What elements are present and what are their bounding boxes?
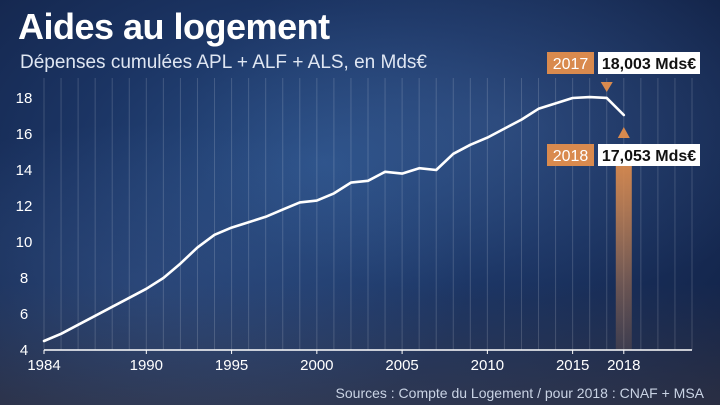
y-tick-label: 12 [16, 198, 33, 215]
highlight-bar [615, 165, 632, 350]
axes: 4 6 8 10 12 14 16 18 1984 1990 1995 2000 2005 2010 201… [16, 90, 692, 374]
callout-year-label: 2017 [553, 56, 589, 73]
callouts: 2017 18,003 Mds€ 2018 17,053 Mds€ [547, 52, 700, 166]
series-layer [42, 95, 626, 343]
callout-year-bg [547, 144, 594, 166]
callout-2017: 2017 18,003 Mds€ [547, 52, 700, 92]
y-tick-label: 4 [20, 342, 28, 359]
series-line [42, 95, 626, 343]
callout-value-bg [598, 144, 700, 166]
x-tick-label: 1990 [130, 357, 163, 374]
x-tick-label: 2015 [556, 357, 589, 374]
chart-title: Aides au logement [18, 6, 330, 47]
callout-2018: 2018 17,053 Mds€ [547, 127, 700, 166]
x-tick-label: 1995 [215, 357, 248, 374]
chart-subtitle: Dépenses cumulées APL + ALF + ALS, en Md… [20, 52, 427, 73]
x-tick-label: 2005 [385, 357, 418, 374]
callout-value-label: 17,053 Mds€ [602, 148, 696, 165]
y-tick-label: 8 [20, 270, 28, 287]
callout-year-bg [547, 52, 594, 74]
callout-arrow-up [617, 127, 630, 138]
y-tick-label: 10 [16, 234, 33, 251]
y-tick-label: 16 [16, 126, 33, 143]
grid-lines [43, 78, 693, 350]
source-note: Sources : Compte du Logement / pour 2018… [335, 385, 704, 401]
callout-arrow-down [600, 82, 613, 92]
callout-year-label: 2018 [553, 148, 589, 165]
x-tick-label: 2010 [471, 357, 504, 374]
highlight-column [615, 165, 632, 350]
y-tick-label: 6 [20, 306, 28, 323]
x-tick-label: 2000 [300, 357, 333, 374]
x-tick-label: 2018 [607, 357, 640, 374]
x-tick-label: 1984 [27, 357, 60, 374]
callout-value-label: 18,003 Mds€ [602, 56, 696, 73]
y-tick-label: 14 [16, 162, 33, 179]
callout-value-bg [598, 52, 700, 74]
y-tick-label: 18 [16, 90, 33, 107]
